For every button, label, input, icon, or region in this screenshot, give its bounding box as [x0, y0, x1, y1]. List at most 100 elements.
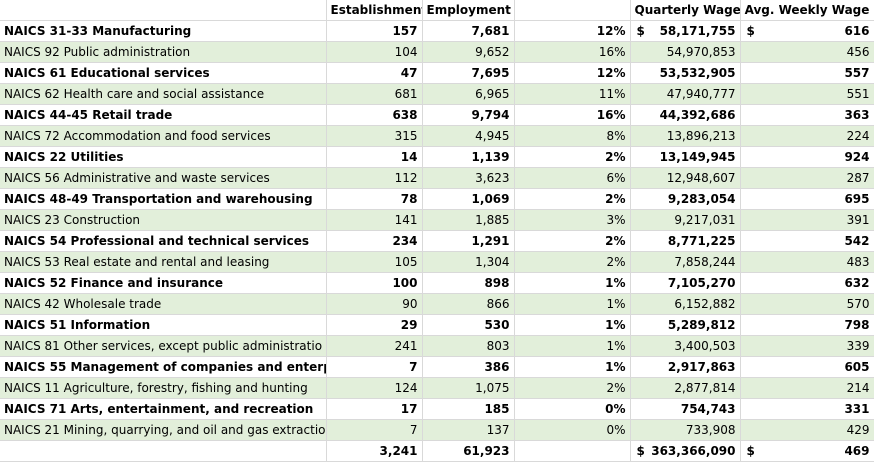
industry-cell[interactable]: NAICS 71 Arts, entertainment, and recrea…	[0, 398, 327, 420]
employment-cell[interactable]: 803	[422, 335, 515, 357]
employment-cell[interactable]: 1,139	[422, 146, 515, 168]
establishments-cell[interactable]: 141	[326, 209, 423, 231]
avg-weekly-wage-cell[interactable]: 287	[740, 167, 874, 189]
employment-cell[interactable]: 7,695	[422, 62, 515, 84]
avg-weekly-wage-cell[interactable]: 331	[740, 398, 874, 420]
employment-cell[interactable]: 6,965	[422, 83, 515, 105]
employment-cell[interactable]: 1,885	[422, 209, 515, 231]
table-row[interactable]: NAICS 92 Public administration 104 9,652 16…	[0, 41, 874, 63]
quarterly-wages-cell[interactable]: 8,771,225	[630, 230, 741, 252]
establishments-cell[interactable]: 638	[326, 104, 423, 126]
industry-cell[interactable]: NAICS 55 Management of companies and ent…	[0, 356, 327, 378]
establishments-cell[interactable]: 105	[326, 251, 423, 273]
avg-weekly-wage-cell[interactable]: 483	[740, 251, 874, 273]
employment-cell[interactable]: 4,945	[422, 125, 515, 147]
avg-weekly-wage-cell[interactable]: 695	[740, 188, 874, 210]
employment-cell[interactable]: 898	[422, 272, 515, 294]
quarterly-wages-cell[interactable]: 7,105,270	[630, 272, 741, 294]
employment-percent-cell[interactable]: 2%	[514, 188, 631, 210]
industry-cell[interactable]	[0, 440, 327, 462]
quarterly-wages-cell[interactable]: 13,896,213	[630, 125, 741, 147]
industry-cell[interactable]: NAICS 61 Educational services	[0, 62, 327, 84]
table-row[interactable]: NAICS 61 Educational services 47 7,695 12% 5…	[0, 62, 874, 84]
establishments-cell[interactable]: 47	[326, 62, 423, 84]
industry-cell[interactable]: NAICS 23 Construction	[0, 209, 327, 231]
employment-cell[interactable]: 866	[422, 293, 515, 315]
employment-percent-cell[interactable]: 1%	[514, 293, 631, 315]
employment-cell[interactable]: 1,075	[422, 377, 515, 399]
establishments-cell[interactable]: 7	[326, 419, 423, 441]
table-row[interactable]: NAICS 31-33 Manufacturing 157 7,681 12% $58,…	[0, 20, 874, 42]
industry-cell[interactable]: NAICS 22 Utilities	[0, 146, 327, 168]
quarterly-wages-cell[interactable]: 9,283,054	[630, 188, 741, 210]
table-row[interactable]: NAICS 11 Agriculture, forestry, fishing …	[0, 377, 874, 399]
quarterly-wages-cell[interactable]: 53,532,905	[630, 62, 741, 84]
quarterly-wages-cell[interactable]: 13,149,945	[630, 146, 741, 168]
employment-cell[interactable]: 137	[422, 419, 515, 441]
establishments-cell[interactable]: 3,241	[326, 440, 423, 462]
employment-cell[interactable]: 1,291	[422, 230, 515, 252]
establishments-cell[interactable]: 124	[326, 377, 423, 399]
quarterly-wages-cell[interactable]: 6,152,882	[630, 293, 741, 315]
industry-cell[interactable]: NAICS 42 Wholesale trade	[0, 293, 327, 315]
employment-percent-cell[interactable]: 1%	[514, 314, 631, 336]
industry-cell[interactable]: NAICS 44-45 Retail trade	[0, 104, 327, 126]
employment-percent-cell[interactable]: 1%	[514, 272, 631, 294]
employment-percent-cell[interactable]	[514, 440, 631, 462]
employment-percent-cell[interactable]: 6%	[514, 167, 631, 189]
avg-weekly-wage-cell[interactable]: 551	[740, 83, 874, 105]
table-row[interactable]: NAICS 56 Administrative and waste servic…	[0, 167, 874, 189]
establishments-cell[interactable]: 234	[326, 230, 423, 252]
industry-cell[interactable]: NAICS 92 Public administration	[0, 41, 327, 63]
table-row[interactable]: NAICS 21 Mining, quarrying, and oil and …	[0, 419, 874, 441]
table-row[interactable]: NAICS 23 Construction 141 1,885 3% 9,217,031…	[0, 209, 874, 231]
establishments-cell[interactable]: 17	[326, 398, 423, 420]
table-row[interactable]: NAICS 44-45 Retail trade 638 9,794 16% 44,39…	[0, 104, 874, 126]
table-row[interactable]: NAICS 71 Arts, entertainment, and recrea…	[0, 398, 874, 420]
establishments-cell[interactable]: 241	[326, 335, 423, 357]
avg-weekly-wage-cell[interactable]: $616	[740, 20, 874, 42]
employment-percent-cell[interactable]: 8%	[514, 125, 631, 147]
avg-weekly-wage-cell[interactable]: 570	[740, 293, 874, 315]
establishments-cell[interactable]: 681	[326, 83, 423, 105]
table-row[interactable]: NAICS 54 Professional and technical serv…	[0, 230, 874, 252]
quarterly-wages-cell[interactable]: 3,400,503	[630, 335, 741, 357]
employment-cell[interactable]: 1,069	[422, 188, 515, 210]
quarterly-wages-cell[interactable]: 2,917,863	[630, 356, 741, 378]
quarterly-wages-cell[interactable]: 7,858,244	[630, 251, 741, 273]
employment-cell[interactable]: 9,794	[422, 104, 515, 126]
avg-weekly-wage-cell[interactable]: 542	[740, 230, 874, 252]
avg-weekly-wage-cell[interactable]: 429	[740, 419, 874, 441]
table-row[interactable]: NAICS 81 Other services, except public a…	[0, 335, 874, 357]
avg-weekly-wage-cell[interactable]: $469	[740, 440, 874, 462]
avg-weekly-wage-cell[interactable]: 605	[740, 356, 874, 378]
establishments-cell[interactable]: 90	[326, 293, 423, 315]
table-row[interactable]: NAICS 55 Management of companies and ent…	[0, 356, 874, 378]
employment-percent-cell[interactable]: 1%	[514, 356, 631, 378]
table-row[interactable]: NAICS 52 Finance and insurance 100 898 1% 7,…	[0, 272, 874, 294]
industry-cell[interactable]: NAICS 62 Health care and social assistan…	[0, 83, 327, 105]
quarterly-wages-cell[interactable]: 47,940,777	[630, 83, 741, 105]
quarterly-wages-cell[interactable]: 44,392,686	[630, 104, 741, 126]
industry-cell[interactable]: NAICS 72 Accommodation and food services	[0, 125, 327, 147]
industry-cell[interactable]: NAICS 51 Information	[0, 314, 327, 336]
establishments-cell[interactable]: 100	[326, 272, 423, 294]
employment-percent-cell[interactable]: 1%	[514, 335, 631, 357]
employment-cell[interactable]: 7,681	[422, 20, 515, 42]
employment-cell[interactable]: 530	[422, 314, 515, 336]
avg-weekly-wage-cell[interactable]: 224	[740, 125, 874, 147]
table-row[interactable]: NAICS 53 Real estate and rental and leas…	[0, 251, 874, 273]
employment-percent-cell[interactable]: 0%	[514, 419, 631, 441]
industry-cell[interactable]: NAICS 31-33 Manufacturing	[0, 20, 327, 42]
quarterly-wages-cell[interactable]: $363,366,090	[630, 440, 741, 462]
establishments-cell[interactable]: 7	[326, 356, 423, 378]
employment-percent-cell[interactable]: 2%	[514, 146, 631, 168]
quarterly-wages-cell[interactable]: 54,970,853	[630, 41, 741, 63]
establishments-cell[interactable]: 78	[326, 188, 423, 210]
employment-percent-cell[interactable]: 0%	[514, 398, 631, 420]
employment-cell[interactable]: 3,623	[422, 167, 515, 189]
employment-cell[interactable]: 9,652	[422, 41, 515, 63]
table-row[interactable]: NAICS 48-49 Transportation and warehousi…	[0, 188, 874, 210]
employment-percent-cell[interactable]: 3%	[514, 209, 631, 231]
quarterly-wages-cell[interactable]: 9,217,031	[630, 209, 741, 231]
